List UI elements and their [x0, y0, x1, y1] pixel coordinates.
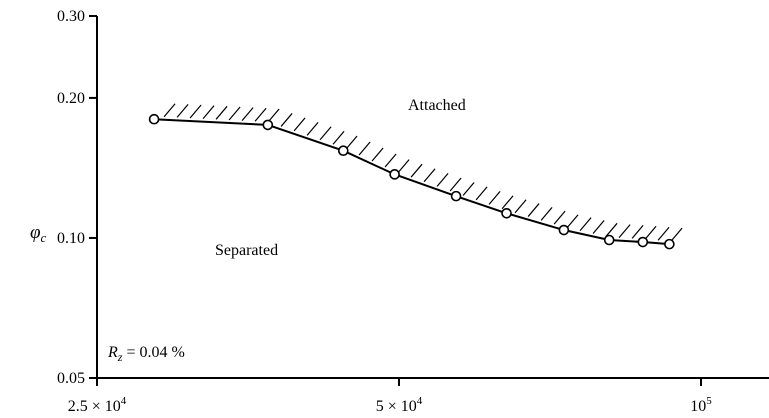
- hatch-stroke: [332, 130, 345, 145]
- y-axis-label-main: φ: [30, 222, 41, 243]
- x-tick-mantissa: 10: [690, 398, 706, 415]
- hatch-stroke: [293, 117, 306, 132]
- hatch-stroke: [241, 107, 254, 121]
- hatch-stroke: [371, 147, 384, 162]
- hatch-stroke: [176, 103, 189, 118]
- x-tick-label: 2.5 × 104: [68, 395, 127, 415]
- hatch-stroke: [449, 177, 462, 192]
- hatch-stroke: [254, 107, 267, 122]
- series-line: [154, 118, 670, 246]
- y-tick-label: 0.10: [57, 230, 85, 247]
- data-point: [558, 224, 570, 236]
- hatch-stroke: [397, 159, 410, 173]
- hatch-stroke: [553, 210, 566, 225]
- hatch-stroke: [358, 141, 371, 156]
- x-tick-mantissa: 5 × 10: [376, 398, 417, 415]
- hatch-stroke: [384, 153, 397, 168]
- separated-label: Separated: [215, 242, 278, 259]
- hatch-stroke: [540, 206, 553, 221]
- data-point: [603, 234, 615, 246]
- x-tick-exponent: 4: [417, 395, 423, 407]
- data-point: [148, 113, 160, 125]
- x-tick-exponent: 5: [706, 395, 712, 407]
- data-point: [262, 119, 274, 131]
- rz-var: R: [107, 344, 118, 361]
- data-point: [664, 238, 675, 250]
- data-point: [450, 190, 462, 202]
- data-point: [501, 207, 512, 219]
- y-axis-label-sub: c: [41, 230, 47, 245]
- data-point: [389, 169, 400, 180]
- hatch-stroke: [475, 186, 488, 201]
- hatch-stroke: [579, 217, 592, 231]
- hatch-stroke: [189, 104, 202, 119]
- hatch-stroke: [228, 106, 241, 121]
- y-tick-label: 0.05: [57, 370, 85, 387]
- axes: [96, 16, 769, 379]
- hatch-stroke: [319, 126, 332, 141]
- x-ticks: 2.5 × 104 5 × 104 105: [68, 378, 712, 415]
- x-tick-label: 105: [690, 395, 712, 415]
- hatch-stroke: [631, 224, 644, 239]
- rz-sub: z: [117, 350, 123, 364]
- hatch-stroke: [215, 105, 228, 120]
- hatch-stroke: [644, 225, 657, 240]
- x-tick-label: 5 × 104: [376, 395, 423, 415]
- x-tick-mantissa: 2.5 × 10: [68, 398, 121, 415]
- hatch-stroke: [202, 105, 215, 120]
- hatch-stroke: [566, 214, 579, 229]
- rz-annotation: Rz = 0.04 %: [107, 344, 185, 364]
- boundary-hatching: [163, 103, 683, 242]
- y-axis-label: φc: [30, 222, 47, 245]
- hatch-stroke: [345, 135, 358, 150]
- hatch-stroke: [410, 163, 423, 178]
- hatch-stroke: [423, 168, 436, 183]
- attached-label: Attached: [408, 97, 466, 114]
- hatch-stroke: [462, 182, 475, 196]
- hatch-stroke: [592, 220, 605, 234]
- hatch-stroke: [267, 108, 280, 123]
- hatch-stroke: [436, 173, 449, 187]
- hatch-stroke: [527, 203, 540, 217]
- rz-value: = 0.04 %: [122, 344, 184, 361]
- y-tick-label: 0.20: [57, 90, 85, 107]
- series-markers: [148, 113, 675, 250]
- hatch-stroke: [280, 113, 293, 127]
- hatch-stroke: [618, 224, 631, 238]
- hatch-stroke: [657, 226, 670, 241]
- hatch-stroke: [501, 195, 514, 210]
- hatch-stroke: [163, 103, 176, 118]
- y-ticks: 0.05 0.10 0.20 0.30: [57, 8, 97, 387]
- hatch-stroke: [488, 190, 501, 205]
- hatch-stroke: [514, 199, 527, 214]
- x-tick-exponent: 4: [121, 395, 127, 407]
- hatch-stroke: [670, 227, 683, 242]
- y-tick-label: 0.30: [57, 8, 85, 25]
- hatch-stroke: [605, 222, 618, 237]
- data-point: [338, 145, 349, 157]
- hatch-stroke: [306, 121, 319, 136]
- data-point: [637, 236, 649, 248]
